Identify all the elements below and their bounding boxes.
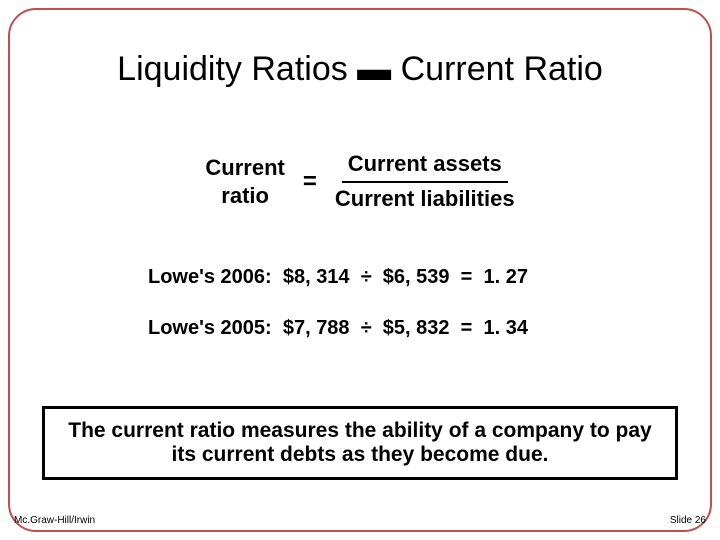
formula: Current ratio = Current assets Current l… [0, 150, 720, 213]
formula-denominator: Current liabilities [335, 183, 515, 214]
example-liabilities: $6, 539 [383, 266, 450, 288]
example-result: 1. 27 [483, 266, 527, 288]
example-label: Lowe's 2005: [148, 317, 272, 339]
example-assets: $7, 788 [283, 317, 350, 339]
formula-lhs-line1: Current [205, 154, 284, 182]
formula-lhs: Current ratio [205, 154, 284, 209]
examples-block: Lowe's 2006: $8, 314 ÷ $6, 539 = 1. 27 L… [148, 266, 528, 368]
example-line-2006: Lowe's 2006: $8, 314 ÷ $6, 539 = 1. 27 [148, 266, 528, 289]
formula-rhs: Current assets Current liabilities [335, 150, 515, 213]
example-assets: $8, 314 [283, 266, 350, 288]
callout-box: The current ratio measures the ability o… [42, 406, 678, 480]
footer-left: Mc.Graw-Hill/Irwin [14, 515, 95, 526]
example-line-2005: Lowe's 2005: $7, 788 ÷ $5, 832 = 1. 34 [148, 317, 528, 340]
footer-right: Slide 26 [670, 515, 706, 526]
example-result: 1. 34 [483, 317, 527, 339]
slide: Liquidity Ratios ▬ Current Ratio Current… [0, 0, 720, 540]
equals-sign: = [303, 168, 317, 196]
divide-sign: ÷ [361, 266, 372, 288]
slide-title: Liquidity Ratios ▬ Current Ratio [0, 50, 720, 89]
divide-sign: ÷ [361, 317, 372, 339]
formula-lhs-line2: ratio [205, 182, 284, 210]
equals-sign: = [461, 266, 473, 288]
equals-sign: = [461, 317, 473, 339]
example-liabilities: $5, 832 [383, 317, 450, 339]
formula-numerator: Current assets [342, 150, 508, 183]
example-label: Lowe's 2006: [148, 266, 272, 288]
